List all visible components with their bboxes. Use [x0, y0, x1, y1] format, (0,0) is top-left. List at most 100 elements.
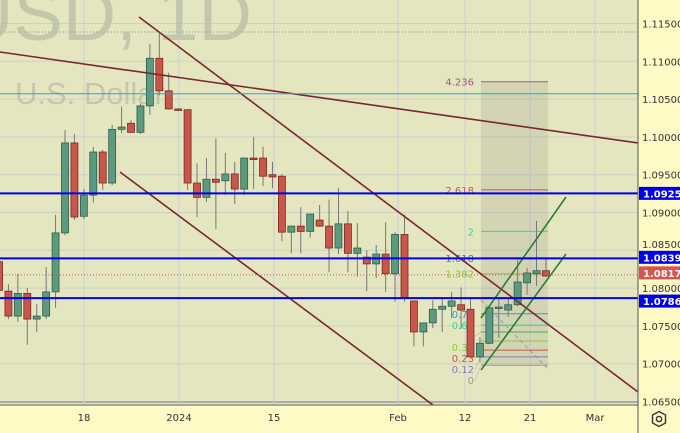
fib-level-label: 2.618 [445, 186, 474, 197]
candle-down [542, 270, 550, 277]
x-tick-label: Feb [389, 413, 407, 424]
candle-down [127, 122, 135, 133]
fib-level-label: 1.618 [445, 254, 474, 265]
fib-label-leader [474, 365, 482, 381]
fib-label-leader [474, 356, 482, 370]
candle-up [240, 157, 249, 190]
settings-icon[interactable] [650, 410, 668, 428]
candle-down [296, 225, 305, 232]
y-tick-label: 1.10000 [642, 133, 680, 144]
candle-up [51, 232, 60, 293]
horizontal-levels[interactable] [0, 93, 638, 300]
channel-upper-line[interactable] [138, 16, 639, 393]
candle-up [202, 178, 211, 198]
candle-up [13, 292, 22, 317]
candle-up [523, 272, 531, 284]
y-tick-label: 1.10500 [642, 95, 680, 106]
candle-up [485, 307, 494, 344]
candle-down [0, 261, 3, 291]
candle-up [334, 223, 343, 249]
candle-up [117, 126, 126, 130]
candle-down [70, 142, 79, 218]
candle-up [306, 213, 315, 232]
candle-up [513, 281, 522, 306]
level-price-label: 1.08394 [643, 253, 680, 264]
green-channel-lower[interactable] [480, 253, 567, 371]
candle-down [466, 308, 475, 358]
candle-down [183, 109, 192, 184]
candle-up [428, 308, 437, 324]
price-axis[interactable] [638, 0, 680, 433]
fib-level-label: 0.78 [452, 310, 474, 321]
candle-up [532, 270, 541, 275]
y-tick-label: 1.07000 [642, 360, 680, 371]
candle-up [476, 342, 484, 358]
candle-up [353, 247, 362, 254]
fib-level-label: 0.38 [452, 343, 474, 354]
candle-up [447, 300, 456, 307]
channel-lower-line[interactable] [119, 171, 438, 409]
candle-up [42, 291, 51, 317]
fib-level-label: 0.61 [452, 321, 474, 332]
candle-down [381, 253, 390, 275]
x-tick-label: 15 [268, 413, 281, 424]
candle-down [193, 182, 201, 198]
candle-down [400, 234, 409, 299]
candle-up [136, 105, 145, 133]
fib-level-label: 0 [468, 376, 474, 387]
y-tick-label: 1.09000 [642, 209, 680, 220]
candle-down [259, 157, 267, 177]
candle-down [362, 256, 371, 265]
candle-up [391, 234, 399, 275]
y-tick-label: 1.08500 [642, 240, 680, 251]
candle-up [419, 322, 428, 333]
candle-down [164, 90, 173, 110]
candle-up [221, 173, 230, 182]
candle-down [23, 292, 32, 320]
candle-up [32, 315, 41, 320]
price-labels: 1.09253 1.08394 1.07868 1.08175 [639, 186, 680, 308]
level-price-badge [639, 186, 680, 200]
candle-up [145, 57, 154, 107]
last-price-badge [639, 266, 680, 280]
level-price-label: 1.07868 [643, 297, 680, 308]
y-tick-label: 1.07500 [642, 322, 680, 333]
candle-down [230, 173, 239, 190]
level-price-label: 1.09253 [643, 189, 680, 200]
grid [0, 0, 638, 404]
time-ticks: 18 2024 15 Feb 12 21 Mar [78, 413, 606, 424]
candle-up [287, 225, 296, 233]
level-price-badge [639, 250, 680, 264]
candle-down [211, 178, 220, 183]
candle-up [494, 306, 503, 309]
y-tick-label: 1.11000 [642, 57, 680, 68]
candle-down [457, 304, 465, 311]
candle-down [277, 175, 286, 233]
y-tick-label: 1.08000 [642, 284, 680, 295]
candles [0, 33, 550, 363]
candle-down [4, 290, 13, 317]
watermark-symbol: USD, 1D [0, 0, 252, 56]
fib-level-label: 0.12 [452, 365, 474, 376]
candle-up [61, 142, 69, 234]
x-tick-label: 12 [459, 413, 472, 424]
x-tick-label: Mar [586, 413, 606, 424]
candle-up [438, 305, 447, 310]
y-tick-label: 1.11500 [642, 20, 680, 31]
x-tick-label: 21 [524, 413, 537, 424]
candle-down [249, 157, 258, 160]
y-tick-label: 1.09500 [642, 171, 680, 182]
time-axis[interactable] [0, 405, 638, 433]
candle-down [325, 225, 333, 249]
y-tick-label: 1.06500 [642, 398, 680, 409]
candle-up [108, 128, 117, 184]
candle-up [79, 194, 88, 217]
x-tick-label: 2024 [166, 413, 191, 424]
candle-up [504, 304, 513, 311]
fib-level-label: 4.236 [445, 78, 474, 89]
candle-down [98, 151, 107, 184]
candle-down [344, 223, 352, 254]
candle-up [89, 151, 98, 196]
long-trendline[interactable] [0, 51, 639, 144]
